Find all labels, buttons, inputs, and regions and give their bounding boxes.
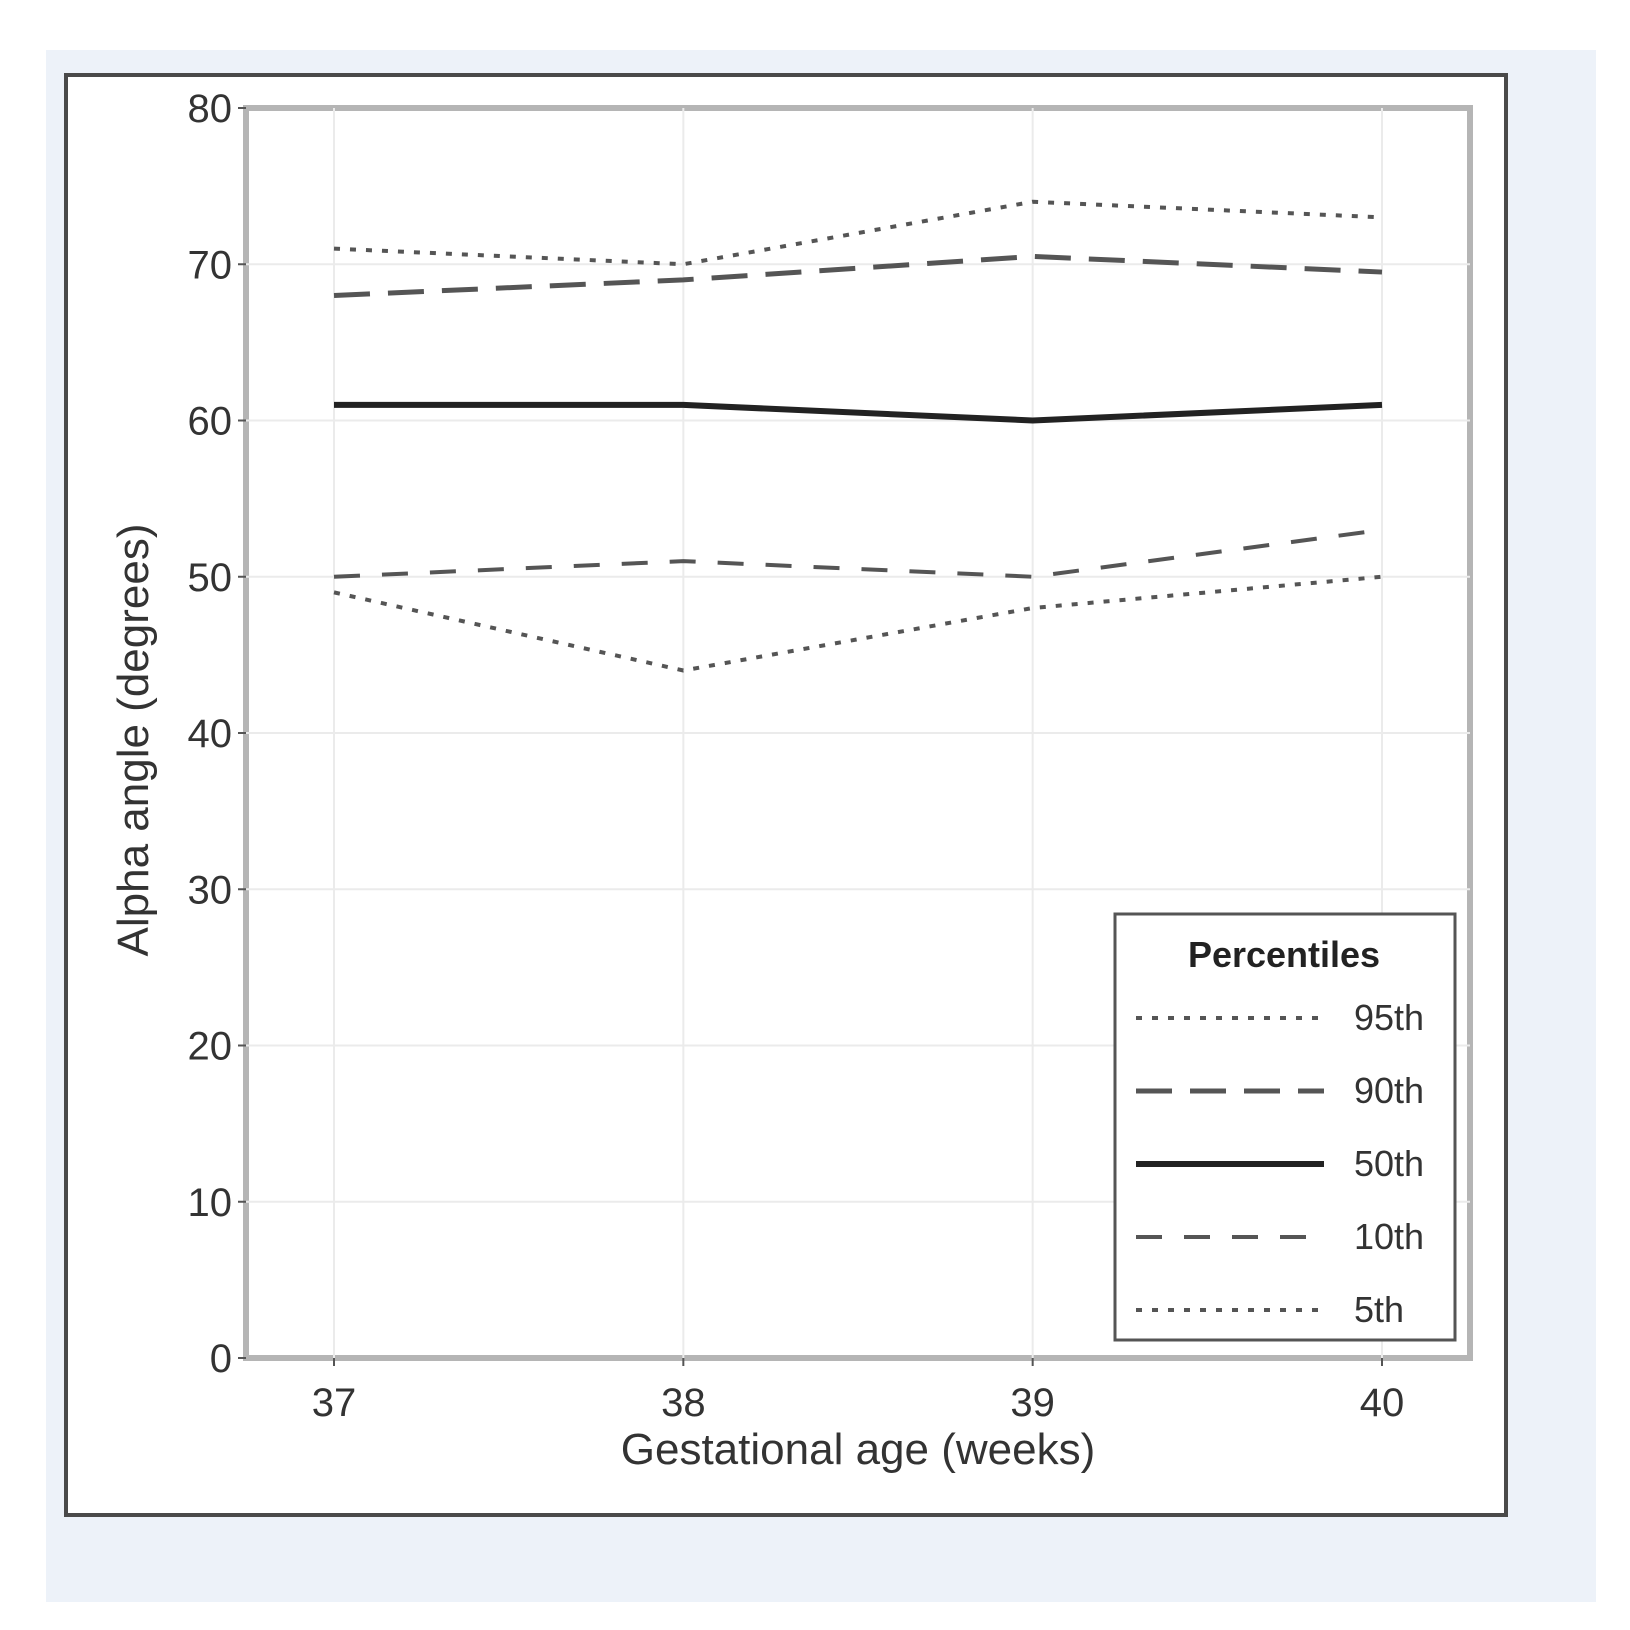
legend-items: 95th 90th 50th 10th 5th <box>1136 997 1424 1330</box>
y-tick-label-40: 40 <box>188 712 233 756</box>
percentile-chart: 0 10 20 30 40 50 60 70 80 37 38 39 40 Gestational a… <box>64 73 1508 1517</box>
y-tick-label-30: 30 <box>188 868 233 912</box>
series-line-10th <box>333 527 1383 579</box>
x-axis-ticks: 37 38 39 40 <box>312 1358 1405 1425</box>
x-tick-label-39: 39 <box>1010 1381 1055 1425</box>
legend-label-90th: 90th <box>1354 1070 1424 1111</box>
y-tick-label-80: 80 <box>188 87 233 131</box>
legend-box <box>1113 912 1457 1342</box>
legend-label-95th: 95th <box>1354 997 1424 1038</box>
y-tick-label-20: 20 <box>188 1025 233 1069</box>
y-axis-title: Alpha angle (degrees) <box>109 524 158 957</box>
y-tick-label-70: 70 <box>188 243 233 287</box>
figure-background: 0 10 20 30 40 50 60 70 80 37 38 39 40 Gestational a… <box>46 50 1596 1602</box>
grid-layer <box>246 108 1470 1358</box>
y-tick-label-60: 60 <box>188 400 233 444</box>
series-layer <box>333 199 1383 673</box>
y-tick-label-50: 50 <box>188 556 233 600</box>
x-tick-label-40: 40 <box>1360 1381 1405 1425</box>
series-line-90th <box>333 253 1383 298</box>
x-tick-label-37: 37 <box>312 1381 357 1425</box>
legend-title: Percentiles <box>1188 934 1380 975</box>
y-tick-label-10: 10 <box>188 1181 233 1225</box>
series-line-50th <box>334 401 1383 424</box>
y-axis-ticks: 0 10 20 30 40 50 60 70 80 <box>188 87 246 1381</box>
legend-label-5th: 5th <box>1354 1289 1404 1330</box>
legend-label-50th: 50th <box>1354 1143 1424 1184</box>
x-axis-title: Gestational age (weeks) <box>621 1425 1095 1474</box>
y-tick-label-0: 0 <box>210 1337 232 1381</box>
legend: Percentiles 95th 90th 50th 10th 5th <box>1113 912 1457 1342</box>
series-line-5th <box>333 574 1383 673</box>
legend-label-10th: 10th <box>1354 1216 1424 1257</box>
x-tick-label-38: 38 <box>661 1381 706 1425</box>
